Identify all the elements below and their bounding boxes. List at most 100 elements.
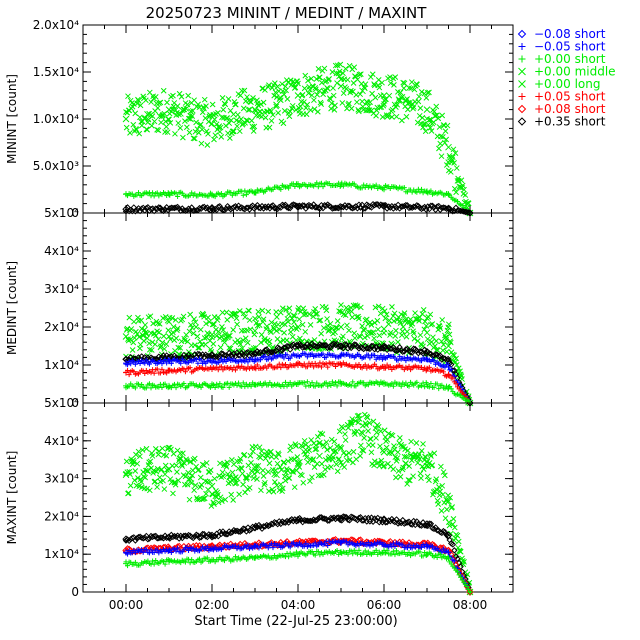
data-point [444,355,452,363]
data-point [200,495,207,502]
data-point [400,464,407,471]
data-point [364,552,370,558]
data-point [435,352,442,360]
data-point [323,361,329,367]
data-point [186,328,193,335]
data-point [209,545,215,552]
data-point [442,515,449,522]
data-point [138,205,145,212]
data-point [122,333,130,340]
data-point [364,414,371,421]
data-point [316,452,323,460]
data-point [131,335,138,341]
data-point [451,352,457,359]
data-point [444,122,451,129]
data-point [252,189,258,196]
data-point [330,85,336,91]
data-point [132,559,138,565]
data-point [240,310,247,317]
data-point [240,192,246,198]
data-point [341,513,349,521]
data-point [250,345,257,352]
data-point [181,380,187,386]
data-point [230,497,237,503]
data-point [313,86,319,93]
data-point [381,363,387,370]
data-point [467,589,473,595]
data-point [237,92,244,99]
data-point [409,545,415,551]
data-point [195,360,201,366]
data-point [133,126,140,133]
data-point [223,464,230,470]
data-point [177,344,184,351]
data-point [152,446,159,452]
data-point [392,552,398,558]
data-point [297,103,304,110]
data-point [419,544,425,550]
data-point [377,443,383,450]
data-point [154,126,160,133]
data-point [187,311,194,318]
data-point [219,114,225,121]
data-point [144,110,151,118]
data-point [367,355,373,361]
data-point [249,351,256,358]
data-point [271,92,278,99]
data-point [220,106,227,113]
data-point [342,65,349,72]
data-point [359,447,366,453]
data-point [129,347,136,353]
data-point [227,332,233,339]
data-point [239,470,246,477]
data-point [280,120,287,127]
data-point [150,190,156,196]
data-point [321,202,328,209]
data-point [190,534,197,542]
data-point [357,304,364,311]
data-point [326,343,333,351]
data-point [379,114,386,120]
data-point [321,65,328,72]
data-point [330,454,336,460]
data-point [452,150,459,156]
data-point [333,461,340,468]
data-point [291,201,299,209]
data-point [223,122,229,129]
data-point [384,362,390,368]
data-point [270,112,276,118]
data-point [196,534,203,541]
y-tick-label: 1x10⁴ [44,358,79,372]
data-point [218,356,224,362]
data-point [226,384,232,390]
data-point [208,204,216,213]
data-point [146,381,152,387]
data-point [221,339,228,346]
data-point [152,532,159,540]
data-point [422,365,428,371]
data-point [331,438,338,445]
data-point [443,348,450,355]
data-point [319,431,326,438]
data-point [429,544,435,550]
data-point [440,491,446,498]
data-point [251,123,258,130]
data-point [435,115,442,122]
data-point [266,124,273,131]
data-point [204,555,210,561]
data-point [248,383,254,389]
data-point [375,423,382,430]
data-point [404,481,411,487]
data-point [159,339,166,346]
data-point [338,539,344,546]
data-point [165,106,173,113]
legend-marker [518,80,526,88]
data-point [301,85,308,92]
data-point [255,308,262,315]
data-point [436,386,442,392]
data-point [375,303,382,310]
data-point [137,102,144,109]
data-point [326,76,332,82]
data-point [359,185,365,191]
series-2 [122,200,474,217]
